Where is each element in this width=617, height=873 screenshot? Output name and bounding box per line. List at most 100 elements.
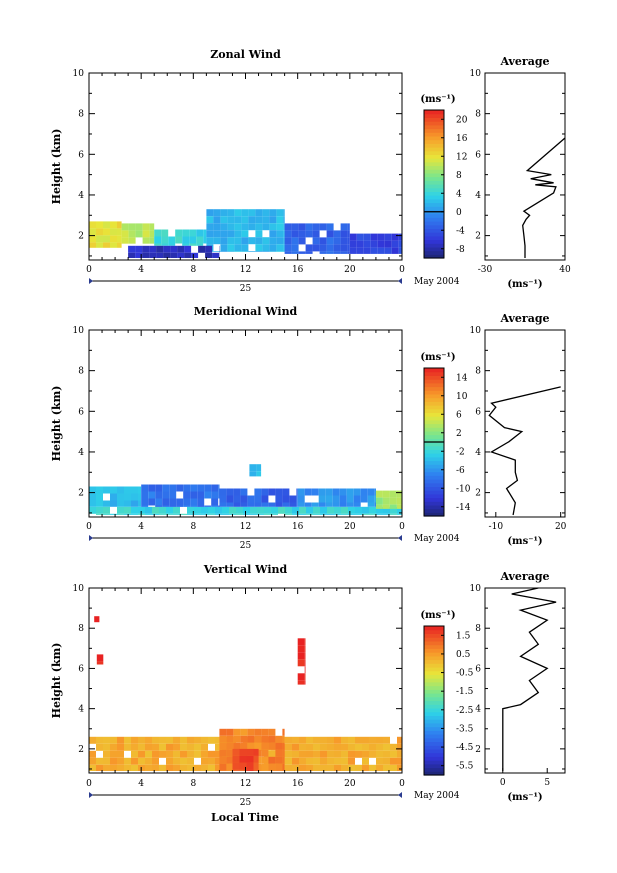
heatmap-cell	[208, 506, 215, 514]
heatmap-cell	[347, 244, 350, 252]
heatmap-cell	[138, 743, 145, 751]
heatmap-cell	[325, 495, 333, 503]
heatmap-cell	[383, 750, 390, 758]
heatmap-cell	[356, 240, 364, 248]
heatmap-cell	[298, 223, 306, 231]
heatmap-cell	[348, 506, 355, 514]
colorbar-swatch	[424, 508, 444, 513]
heatmap-cell	[334, 757, 341, 765]
heatmap-cell	[201, 513, 208, 515]
colorbar-swatch	[424, 430, 444, 436]
heatmap-cell	[156, 245, 164, 253]
heatmap-cell	[226, 488, 234, 496]
heatmap-cell	[382, 497, 390, 505]
colorbar-swatch	[424, 150, 444, 155]
heatmap-cell	[305, 230, 313, 238]
heatmap-cell	[183, 505, 191, 507]
heatmap-cell	[159, 743, 166, 751]
heatmap-cell	[327, 743, 334, 751]
heatmap-cell	[269, 237, 277, 245]
heatmap-cell	[110, 736, 117, 744]
heatmap-cell	[176, 484, 184, 492]
heatmap-cell	[333, 251, 341, 254]
colorbar-swatch	[424, 246, 444, 252]
heatmap-cell	[138, 506, 145, 514]
heatmap-cell	[190, 498, 198, 506]
colorbar-swatch	[424, 648, 444, 653]
x-tick-label: 0	[86, 265, 92, 275]
heatmap-cell	[247, 735, 255, 743]
heatmap-cell	[211, 491, 219, 499]
heatmap-cell	[268, 488, 276, 496]
heatmap-cell	[390, 513, 397, 515]
heatmap-cell	[187, 513, 194, 515]
colorbar-swatch	[424, 644, 444, 649]
heatmap-cell	[215, 506, 222, 514]
colorbar-swatch	[424, 405, 444, 410]
heatmap-cell	[131, 757, 138, 765]
heatmap-cell	[398, 233, 402, 241]
heatmap-cell	[360, 495, 368, 503]
colorbar-swatch	[424, 187, 444, 192]
x-tick-label: 4	[138, 522, 144, 532]
heatmap-cell	[384, 247, 392, 254]
colorbar-swatch	[424, 228, 444, 233]
heatmap-cell	[239, 769, 247, 771]
heatmap-cell	[180, 736, 187, 744]
heatmap-cell	[347, 237, 350, 245]
colorbar-swatch	[424, 752, 444, 757]
heatmap-cell	[383, 757, 390, 765]
heatmap-cell	[201, 764, 208, 771]
heatmap-cell	[261, 735, 269, 743]
colorbar-swatch	[424, 113, 444, 118]
heatmap-cell	[218, 505, 220, 507]
colorbar-swatch	[424, 722, 444, 728]
heatmap-cell	[355, 736, 362, 744]
heatmap-cell	[180, 757, 187, 765]
x-tick-label: 16	[292, 779, 304, 789]
heatmap-cell	[383, 736, 390, 744]
heatmap-cell	[135, 252, 143, 258]
colorbar-swatch	[424, 681, 444, 687]
heatmap-cell	[208, 513, 215, 515]
heatmap-cell	[275, 756, 283, 764]
heatmap-cell	[269, 244, 277, 252]
heatmap-cell	[397, 506, 402, 514]
heatmap-cell	[234, 230, 242, 238]
heatmap-cell	[135, 223, 143, 231]
x-tick-label: 12	[240, 265, 251, 275]
heatmap-cell	[131, 506, 138, 514]
y-tick-label: 2	[78, 232, 84, 242]
colorbar-tick-label: -6	[456, 466, 465, 476]
heatmap-cell	[334, 506, 341, 514]
heatmap-cell	[154, 243, 162, 246]
colorbar-swatch	[424, 169, 444, 174]
heatmap-cell	[141, 498, 149, 506]
heatmap-cell	[363, 247, 371, 254]
heatmap-cell	[319, 244, 327, 252]
average-profile-line	[488, 386, 561, 516]
heatmap-cell	[173, 743, 180, 751]
heatmap-cell	[376, 750, 383, 758]
date-label: May 2004	[414, 534, 460, 544]
heatmap-cell	[248, 216, 256, 224]
heatmap-cell	[318, 502, 326, 507]
heatmap-cell	[390, 743, 397, 751]
heatmap-cell	[234, 223, 242, 231]
heatmap-cell	[255, 223, 263, 231]
heatmap-cell	[382, 490, 390, 498]
heatmap-cell	[276, 209, 284, 217]
colorbar-swatch	[424, 741, 444, 746]
colorbar-swatch	[424, 172, 444, 178]
heatmap-cell	[219, 756, 227, 764]
heatmap-cell	[275, 735, 283, 743]
heatmap-cell	[233, 495, 241, 503]
heatmap-cell	[291, 251, 299, 254]
heatmap-cell	[377, 233, 385, 241]
colorbar-swatch	[424, 132, 444, 137]
heatmap-cell	[383, 743, 390, 751]
heatmap-cell	[110, 486, 117, 494]
colorbar-frame	[423, 109, 445, 259]
heatmap-cell	[320, 736, 327, 744]
heatmap-cell	[369, 743, 376, 751]
